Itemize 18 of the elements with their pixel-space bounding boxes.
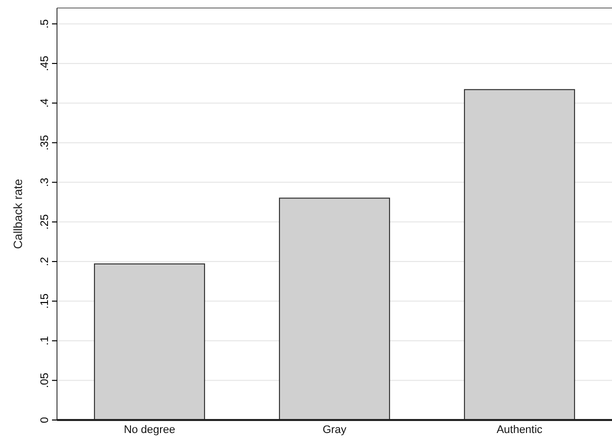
y-tick-label: .3 [38,178,51,187]
bar [464,89,576,420]
y-tick-label: .5 [38,19,51,28]
bar [278,198,390,420]
y-tick-label: 0 [38,416,51,424]
y-tick-label: .45 [38,56,51,72]
x-tick-label: Authentic [496,424,543,436]
bar [94,263,206,420]
y-tick-label: .25 [38,214,51,230]
y-axis-title: Callback rate [11,178,25,250]
y-tick-label: .2 [38,256,51,266]
y-tick-label: .05 [38,372,51,388]
x-tick-label: Gray [322,424,347,436]
y-tick-label: .4 [38,98,51,108]
y-tick-label: .1 [38,336,51,346]
x-tick-label: No degree [124,424,176,436]
y-tick-label: .15 [38,294,51,309]
y-tick-label: .35 [38,135,51,150]
